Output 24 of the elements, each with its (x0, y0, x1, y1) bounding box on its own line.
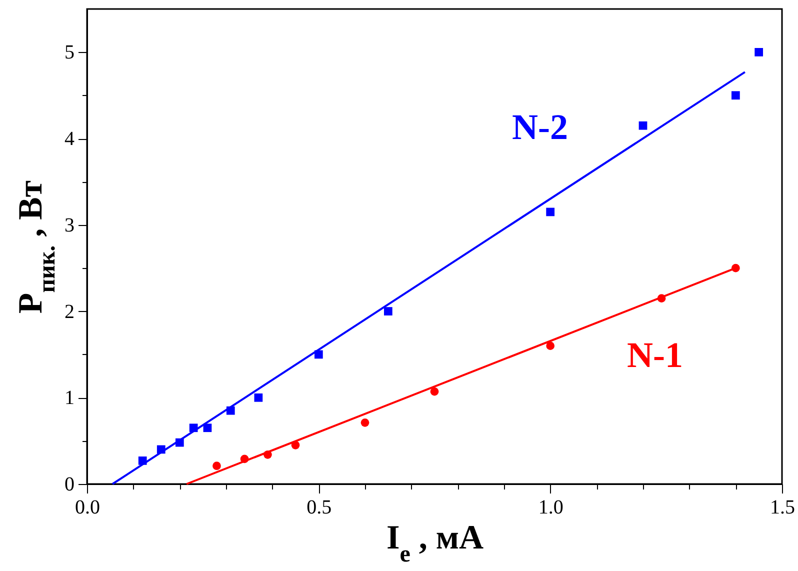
y-tick-label: 0 (64, 474, 74, 496)
y-tick-label: 2 (64, 300, 74, 323)
x-tick-label: 0.5 (306, 496, 332, 518)
point (212, 462, 221, 470)
y-tick-label: 1 (64, 387, 74, 410)
x-tick-label: 0.0 (75, 496, 100, 518)
y-tick-label: 3 (64, 214, 74, 236)
point (360, 418, 370, 427)
point (754, 48, 764, 56)
point (546, 208, 555, 216)
x-axis-title: I$_{e}$ , мА (386, 520, 484, 568)
point (254, 393, 263, 402)
x-tick-label: 1.5 (770, 496, 795, 518)
series-label: N-1 (627, 335, 683, 375)
point (731, 91, 740, 100)
y-tick-label: 4 (64, 128, 74, 150)
point (546, 342, 555, 350)
point (203, 424, 212, 432)
series-label: N-2 (512, 107, 568, 147)
point (430, 387, 439, 396)
point (638, 121, 648, 130)
point (384, 307, 392, 316)
y-tick-label: 5 (64, 42, 74, 64)
x-tick-label: 1.0 (538, 496, 564, 518)
